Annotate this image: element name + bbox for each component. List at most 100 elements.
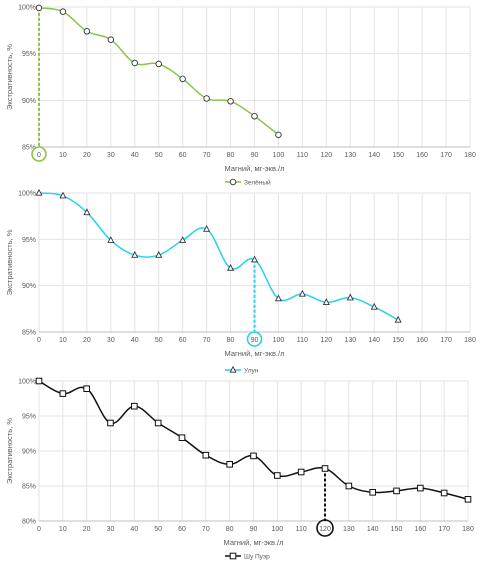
y-axis-title: Экстративность, % [5, 44, 14, 110]
y-axis-title: Экстративность, % [5, 418, 14, 484]
x-tick-label: 150 [392, 152, 404, 159]
y-tick-label: 95% [22, 51, 36, 58]
x-tick-label: 120 [319, 526, 331, 533]
y-tick-label: 95% [22, 414, 36, 421]
x-tick-label: 70 [203, 337, 211, 344]
data-point [35, 188, 43, 196]
x-tick-label: 60 [178, 526, 186, 533]
x-tick-label: 0 [37, 152, 41, 159]
x-tick-label: 100 [273, 337, 285, 344]
legend-label: Зелёный [244, 179, 271, 187]
series-line [38, 192, 399, 321]
legend-marker [229, 365, 237, 373]
legend-marker [229, 552, 237, 560]
data-point [178, 434, 186, 441]
x-tick-label: 40 [131, 337, 139, 344]
y-tick-label: 90% [22, 98, 36, 105]
y-tick-label: 100% [18, 379, 36, 386]
data-point [131, 59, 139, 67]
x-tick-label: 20 [83, 152, 91, 159]
x-tick-label: 100 [271, 526, 283, 533]
x-tick-label: 110 [297, 152, 308, 159]
data-point [345, 482, 353, 490]
data-point [464, 496, 472, 503]
x-tick-label: 180 [464, 152, 476, 159]
x-tick-label: 90 [251, 337, 259, 344]
x-tick-label: 150 [392, 337, 404, 344]
x-tick-label: 170 [440, 152, 452, 159]
data-point [250, 452, 257, 460]
y-tick-label: 80% [22, 519, 36, 526]
x-tick-label: 170 [440, 337, 452, 344]
x-tick-label: 30 [107, 337, 115, 344]
y-tick-label: 85% [22, 330, 36, 337]
data-point [35, 4, 43, 12]
x-tick-label: 180 [464, 337, 476, 344]
x-tick-label: 60 [179, 152, 187, 159]
x-tick-label: 120 [320, 152, 332, 159]
x-tick-label: 160 [414, 526, 426, 533]
data-point [131, 250, 139, 258]
data-point [274, 472, 281, 479]
y-tick-label: 100% [18, 191, 36, 198]
x-tick-label: 160 [416, 152, 428, 159]
data-point [226, 461, 233, 468]
data-point [275, 131, 282, 139]
x-tick-label: 10 [59, 337, 67, 344]
x-tick-label: 160 [416, 337, 428, 344]
data-point [322, 298, 330, 305]
data-point [107, 236, 115, 243]
x-tick-label: 0 [37, 526, 41, 533]
data-point [369, 489, 376, 496]
x-tick-label: 60 [179, 337, 187, 344]
data-point [83, 385, 90, 392]
x-tick-label: 70 [203, 152, 211, 159]
annotation-circle [246, 331, 263, 347]
data-point [83, 28, 91, 35]
data-point [227, 263, 235, 271]
x-tick-label: 90 [251, 152, 259, 159]
data-point [155, 60, 162, 68]
y-tick-label: 90% [22, 449, 36, 456]
data-point [202, 451, 210, 459]
x-tick-label: 80 [226, 526, 234, 533]
x-tick-label: 110 [296, 526, 307, 533]
data-point [154, 419, 162, 427]
x-tick-label: 130 [344, 152, 356, 159]
x-tick-label: 140 [368, 152, 380, 159]
x-tick-label: 30 [107, 152, 115, 159]
annotation-circle [31, 146, 47, 162]
x-tick-label: 140 [368, 337, 380, 344]
x-tick-label: 90 [250, 526, 258, 533]
data-point [370, 302, 378, 310]
data-point [251, 112, 258, 120]
data-point [107, 36, 115, 43]
x-tick-label: 50 [155, 337, 163, 344]
x-tick-label: 130 [343, 526, 355, 533]
data-point [440, 489, 448, 497]
x-tick-label: 170 [438, 526, 450, 533]
data-point [59, 8, 67, 15]
x-tick-label: 120 [320, 337, 332, 344]
data-point [393, 487, 400, 495]
data-point [274, 294, 282, 302]
y-tick-label: 85% [22, 484, 36, 491]
x-tick-label: 30 [107, 526, 115, 533]
data-point [298, 289, 306, 297]
annotation-circle [316, 519, 334, 537]
chart-panel: 85% 90% 95% 100% 0 10 20 30 40 50 60 70 80 90 100 110 12… [5, 188, 476, 375]
data-point [417, 484, 424, 492]
data-point [179, 75, 186, 83]
x-tick-label: 40 [131, 152, 139, 159]
data-point [321, 465, 329, 472]
y-axis-title: Экстративность, % [5, 229, 14, 295]
data-point [297, 468, 305, 476]
data-point [83, 208, 91, 216]
data-point [107, 419, 114, 427]
data-point [203, 95, 210, 102]
x-tick-label: 10 [59, 152, 67, 159]
data-point [59, 390, 67, 397]
data-point [131, 402, 138, 410]
